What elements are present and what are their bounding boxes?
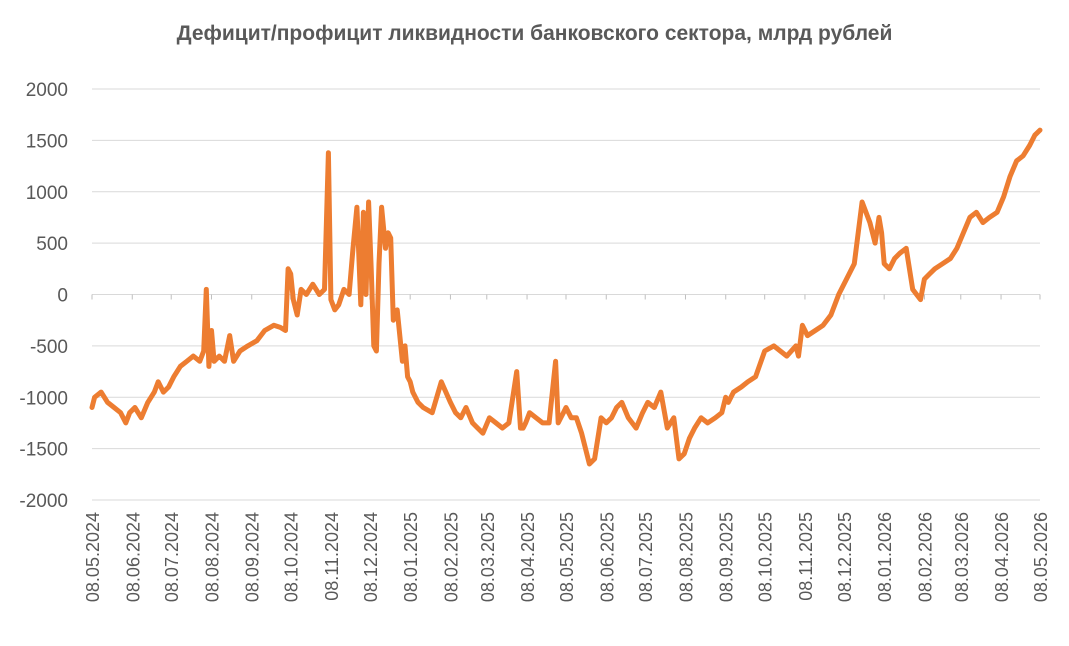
chart-title: Дефицит/профицит ликвидности банковского… — [176, 22, 893, 45]
y-tick-label: 1500 — [26, 131, 68, 152]
x-tick-label: 08.05.2025 — [557, 512, 577, 602]
y-tick-label: 2000 — [26, 80, 68, 101]
x-tick-label: 08.05.2024 — [83, 512, 103, 602]
x-tick-label: 08.08.2024 — [202, 512, 222, 602]
x-tick-label: 08.10.2024 — [282, 512, 302, 602]
x-axis-tick-labels: 08.05.2024 08.06.2024 08.07.2024 08.08.2024… — [83, 512, 1051, 602]
x-tick-label: 08.10.2025 — [756, 512, 776, 602]
y-tick-label: 500 — [36, 234, 68, 255]
x-tick-label: 08.05.2026 — [1031, 512, 1051, 602]
y-tick-label: 1000 — [26, 183, 68, 204]
x-axis — [91, 294, 1041, 300]
x-tick-label: 08.12.2024 — [361, 512, 381, 602]
x-tick-label: 08.12.2025 — [835, 512, 855, 602]
y-tick-label: 0 — [57, 286, 68, 307]
y-tick-label: -1000 — [19, 388, 68, 409]
y-axis-tick-labels: 2000 1500 1000 500 0 -500 -1000 -1500 -2000 — [19, 80, 68, 512]
series-line — [89, 127, 1043, 467]
y-tick-label: -500 — [30, 337, 68, 358]
y-tick-label: -2000 — [19, 491, 68, 512]
x-tick-label: 08.06.2024 — [123, 512, 143, 602]
series-layer — [89, 127, 1043, 467]
x-tick-label: 08.04.2025 — [518, 512, 538, 602]
x-tick-label: 08.06.2025 — [597, 512, 617, 602]
x-tick-label: 08.08.2025 — [676, 512, 696, 602]
x-tick-label: 08.01.2026 — [875, 512, 895, 602]
y-tick-label: -1500 — [19, 440, 68, 461]
x-tick-label: 08.09.2025 — [717, 512, 737, 602]
x-tick-label: 08.03.2025 — [478, 512, 498, 602]
x-tick-label: 08.09.2024 — [243, 512, 263, 602]
x-tick-label: 08.07.2025 — [636, 512, 656, 602]
x-tick-label: 08.02.2025 — [441, 512, 461, 602]
x-tick-label: 08.01.2025 — [401, 512, 421, 602]
x-tick-label: 08.04.2026 — [992, 512, 1012, 602]
x-tick-label: 08.03.2026 — [952, 512, 972, 602]
x-tick-label: 08.11.2025 — [796, 512, 816, 601]
x-tick-label: 08.02.2026 — [915, 512, 935, 602]
x-tick-label: 08.07.2024 — [162, 512, 182, 602]
x-tick-label: 08.11.2024 — [322, 512, 342, 601]
